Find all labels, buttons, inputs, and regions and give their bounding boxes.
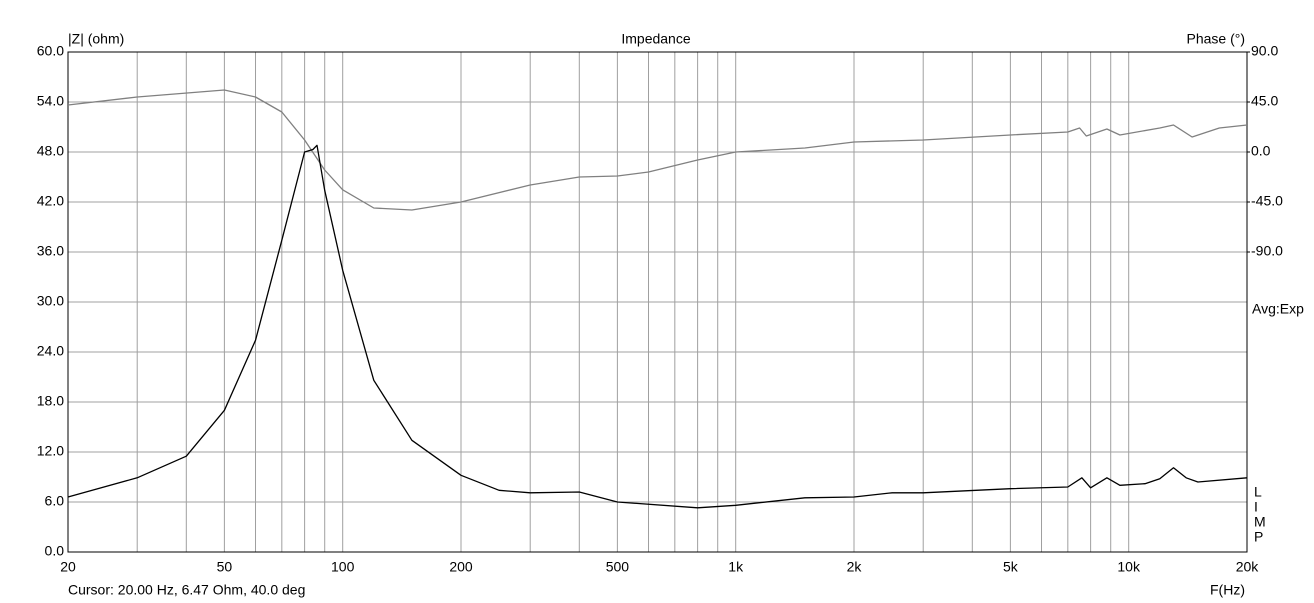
y2-tick-label: 45.0 xyxy=(1251,93,1278,109)
x-axis-label: F(Hz) xyxy=(1210,582,1245,598)
y2-tick-label: 0.0 xyxy=(1251,143,1271,159)
y-tick-label: 48.0 xyxy=(37,143,64,159)
y-tick-label: 60.0 xyxy=(37,43,64,59)
x-tick-label: 100 xyxy=(331,559,355,575)
x-tick-label: 1k xyxy=(728,559,744,575)
cursor-readout: Cursor: 20.00 Hz, 6.47 Ohm, 40.0 deg xyxy=(68,582,305,598)
y-tick-label: 36.0 xyxy=(37,243,64,259)
x-tick-label: 20 xyxy=(60,559,76,575)
y2-tick-label: -45.0 xyxy=(1251,193,1283,209)
y-tick-label: 18.0 xyxy=(37,393,64,409)
y-tick-label: 30.0 xyxy=(37,293,64,309)
side-note: Avg:Exp xyxy=(1252,301,1304,317)
phase-line xyxy=(67,89,1248,211)
y-tick-label: 12.0 xyxy=(37,443,64,459)
y-tick-label: 42.0 xyxy=(37,193,64,209)
y2-tick-label: 90.0 xyxy=(1251,43,1278,59)
side-mark: P xyxy=(1254,529,1263,545)
y-axis-label: |Z| (ohm) xyxy=(68,31,124,47)
x-tick-label: 500 xyxy=(606,559,630,575)
y-tick-label: 54.0 xyxy=(37,93,64,109)
chart-title: Impedance xyxy=(621,31,690,47)
y2-tick-label: -90.0 xyxy=(1251,243,1283,259)
x-tick-label: 2k xyxy=(847,559,863,575)
x-tick-label: 50 xyxy=(217,559,233,575)
plot-frame xyxy=(67,51,1248,553)
y-tick-label: 24.0 xyxy=(37,343,64,359)
x-tick-label: 5k xyxy=(1003,559,1019,575)
impedance-line xyxy=(67,144,1248,509)
y2-axis-label: Phase (°) xyxy=(1186,31,1245,47)
x-tick-label: 20k xyxy=(1236,559,1260,575)
y-tick-label: 6.0 xyxy=(45,493,65,509)
side-mark: L xyxy=(1254,484,1262,500)
x-tick-label: 200 xyxy=(449,559,473,575)
x-tick-label: 10k xyxy=(1117,559,1141,575)
y-tick-label: 0.0 xyxy=(45,543,65,559)
side-mark: I xyxy=(1254,499,1258,515)
side-mark: M xyxy=(1254,514,1266,530)
